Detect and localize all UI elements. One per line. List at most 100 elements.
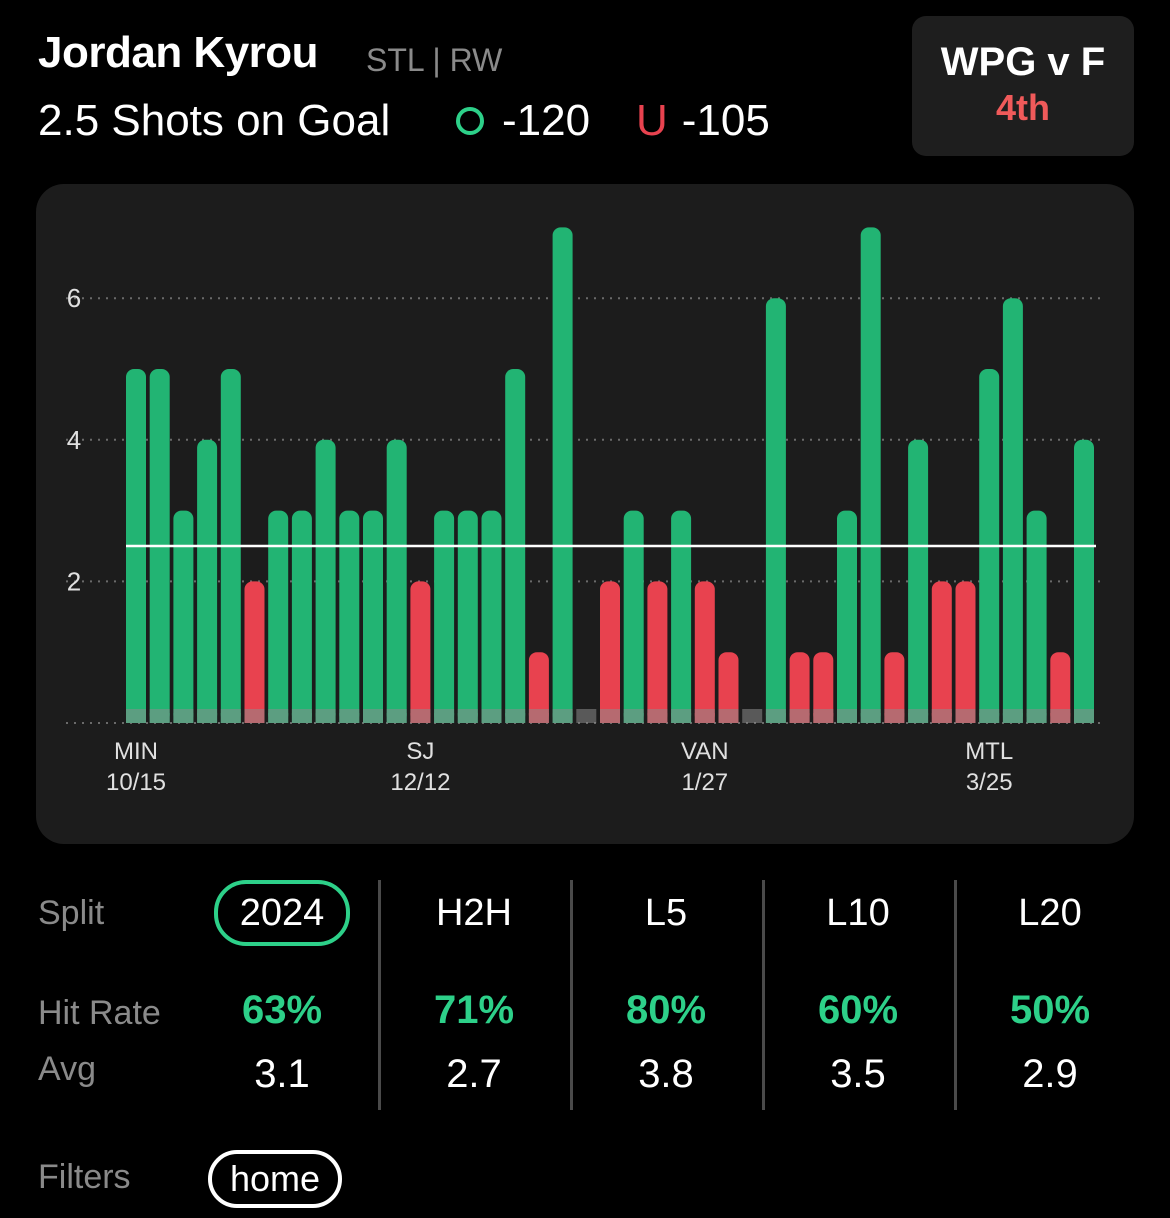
avg-value: 3.8 (638, 1052, 694, 1096)
bar (647, 581, 668, 723)
bar (173, 510, 194, 723)
bar-footer (647, 709, 668, 723)
bar (765, 298, 786, 723)
split-name: H2H (435, 892, 513, 934)
bar-footer (363, 709, 383, 723)
game-period: 4th (996, 87, 1050, 128)
player-name: Jordan Kyrou (38, 28, 319, 77)
x-tick-team: MTL (965, 738, 1013, 765)
split-2024[interactable]: 2024 (187, 880, 377, 946)
bar (1074, 439, 1094, 723)
x-tick-team: SJ (406, 738, 434, 765)
bar-footer (908, 709, 929, 723)
split-name: L5 (644, 892, 688, 934)
bar (410, 581, 431, 723)
bar (860, 227, 881, 723)
bar-footer (694, 709, 715, 723)
bar (363, 510, 383, 723)
under-odds[interactable]: U -105 (636, 96, 770, 146)
bar-footer (126, 709, 146, 723)
hit-rate-value: 63% (241, 988, 323, 1032)
avg-value: 2.7 (446, 1052, 502, 1096)
bar (694, 581, 715, 723)
column-divider (378, 880, 381, 1110)
split-l20[interactable]: L20 (955, 880, 1145, 946)
bar-footer (813, 709, 834, 723)
bar (884, 652, 905, 723)
bar-footer (1026, 709, 1047, 723)
bar-chart: 2 4 6 MIN 10/15 SJ 12/12 VAN 1/27 MTL 3/25 (66, 227, 1102, 796)
bar-footer (315, 709, 336, 723)
hit-rate-value: 50% (1009, 988, 1091, 1032)
bar-footer (860, 709, 881, 723)
hit-rate-value: 71% (433, 988, 515, 1032)
column-divider (954, 880, 957, 1110)
bar-footer (291, 709, 312, 723)
bar (481, 510, 502, 723)
bar-footer (742, 709, 763, 723)
split-l10[interactable]: L10 (763, 880, 953, 946)
x-tick-date: 12/12 (390, 769, 450, 796)
bar (268, 510, 289, 723)
prop-line: 2.5 Shots on Goal (38, 96, 391, 145)
bar-footer (979, 709, 1000, 723)
bar-footer (410, 709, 431, 723)
bar (291, 510, 312, 723)
bar-footer (576, 709, 597, 723)
hit-rate-value: 80% (625, 988, 707, 1032)
split-name: L20 (1018, 892, 1082, 934)
bar (623, 510, 644, 723)
bar-footer (197, 709, 218, 723)
over-odds[interactable]: -120 (456, 96, 590, 146)
bar (1050, 652, 1071, 723)
bar-footer (339, 709, 360, 723)
team-position: STL | RW (366, 42, 503, 78)
bar-footer (837, 709, 857, 723)
bar-footer (386, 709, 407, 723)
bar (434, 510, 455, 723)
bar-footer (173, 709, 194, 723)
bar (813, 652, 834, 723)
bar-footer (481, 709, 502, 723)
bar-footer (528, 709, 549, 723)
avg-value: 2.9 (1022, 1052, 1078, 1096)
bar (1026, 510, 1047, 723)
bar-footer (623, 709, 644, 723)
split-h2h[interactable]: H2H (379, 880, 569, 946)
bar-footer (600, 709, 620, 723)
y-tick-label: 4 (67, 425, 81, 455)
x-tick-team: VAN (681, 738, 729, 765)
avg-value: 3.5 (830, 1052, 886, 1096)
hit-rate-label: Hit Rate (38, 994, 161, 1032)
y-tick-label: 2 (67, 566, 81, 596)
avg-label: Avg (38, 1050, 96, 1088)
bar (528, 652, 549, 723)
bar-footer (789, 709, 810, 723)
bar (955, 581, 976, 723)
split-l5[interactable]: L5 (571, 880, 761, 946)
bar (1002, 298, 1023, 723)
bar-footer (244, 709, 265, 723)
column-divider (762, 880, 765, 1110)
bar-footer (884, 709, 905, 723)
bar-footer (457, 709, 478, 723)
bar (315, 439, 336, 723)
column-divider (570, 880, 573, 1110)
split-name: L10 (826, 892, 890, 934)
bar-footer (1002, 709, 1023, 723)
bar (339, 510, 360, 723)
bar (552, 227, 573, 723)
hit-rate-value: 60% (817, 988, 899, 1032)
x-tick-date: 3/25 (966, 769, 1013, 796)
filter-home[interactable]: home (208, 1150, 343, 1208)
matchup: WPG v F (940, 40, 1106, 84)
avg-value: 3.1 (254, 1052, 310, 1096)
bar-footer (955, 709, 976, 723)
bar-footer (149, 709, 170, 723)
filters-label: Filters (38, 1158, 131, 1196)
bar (197, 439, 218, 723)
bar (244, 581, 265, 723)
bar-footer (268, 709, 289, 723)
bar-footer (505, 709, 526, 723)
game-status-box[interactable]: WPG v F 4th (912, 16, 1134, 156)
